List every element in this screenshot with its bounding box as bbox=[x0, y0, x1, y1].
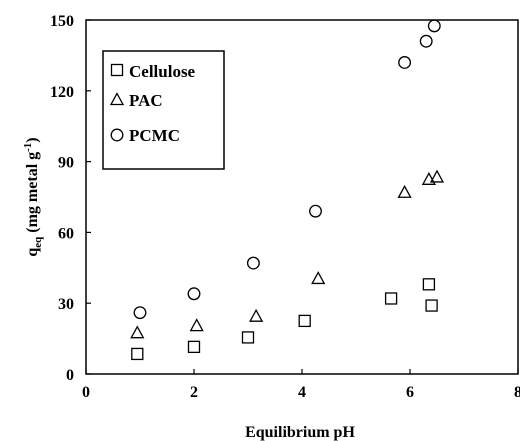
y-tick-label: 150 bbox=[50, 13, 74, 30]
y-axis-title-subscript: eq bbox=[32, 236, 44, 248]
y-tick-label: 90 bbox=[58, 155, 74, 172]
x-tick-label: 2 bbox=[190, 384, 198, 401]
pac-point bbox=[397, 184, 412, 198]
cellulose-point bbox=[384, 292, 398, 305]
pcmc-point bbox=[133, 306, 147, 320]
y-axis-title: qeq (mg metal g-1) bbox=[22, 137, 44, 256]
pac-point bbox=[130, 325, 145, 339]
y-axis-title-superscript: -1 bbox=[22, 143, 34, 152]
pac-point bbox=[429, 169, 445, 183]
y-tick-label: 120 bbox=[50, 84, 74, 101]
x-tick-label: 0 bbox=[82, 384, 90, 401]
legend-label-pac: PAC bbox=[129, 91, 163, 110]
legend-label-pcmc: PCMC bbox=[129, 126, 180, 145]
pac-point bbox=[249, 308, 264, 322]
y-tick-label: 0 bbox=[66, 367, 74, 384]
cellulose-point bbox=[241, 331, 255, 344]
cellulose-point bbox=[131, 347, 144, 361]
x-axis-ticks: 0 2 4 6 8 bbox=[82, 369, 520, 401]
legend-triangle-icon bbox=[109, 92, 125, 106]
pcmc-point bbox=[427, 19, 441, 33]
legend-box bbox=[102, 50, 225, 170]
pcmc-point bbox=[187, 287, 201, 301]
y-axis-title-close: ) bbox=[24, 137, 41, 142]
pac-point bbox=[421, 171, 436, 185]
legend-circle-icon bbox=[110, 128, 124, 142]
y-axis-title-main: q bbox=[24, 248, 41, 257]
legend: Cellulose PAC PCMC bbox=[102, 50, 225, 170]
pcmc-point bbox=[419, 34, 433, 48]
cellulose-point bbox=[298, 314, 311, 328]
x-tick-label: 6 bbox=[406, 384, 414, 401]
y-tick-label: 60 bbox=[58, 225, 74, 242]
x-tick-label: 4 bbox=[298, 384, 306, 401]
cellulose-point bbox=[187, 340, 201, 354]
cellulose-point bbox=[422, 278, 436, 291]
legend-square-icon bbox=[110, 63, 124, 77]
pac-point bbox=[189, 318, 204, 332]
pcmc-point bbox=[246, 256, 260, 270]
legend-label-cellulose: Cellulose bbox=[129, 62, 196, 81]
x-axis-title: Equilibrium pH bbox=[245, 424, 355, 441]
y-tick-label: 30 bbox=[58, 296, 74, 313]
x-tick-label: 8 bbox=[514, 384, 520, 401]
y-axis-title-units: (mg metal g bbox=[24, 152, 41, 237]
pcmc-point bbox=[398, 56, 412, 69]
y-axis-ticks: 0 30 60 90 120 150 bbox=[50, 13, 91, 384]
data-marks bbox=[130, 19, 445, 361]
pcmc-point bbox=[309, 204, 322, 218]
cellulose-point bbox=[425, 299, 438, 312]
pac-point bbox=[311, 271, 326, 285]
